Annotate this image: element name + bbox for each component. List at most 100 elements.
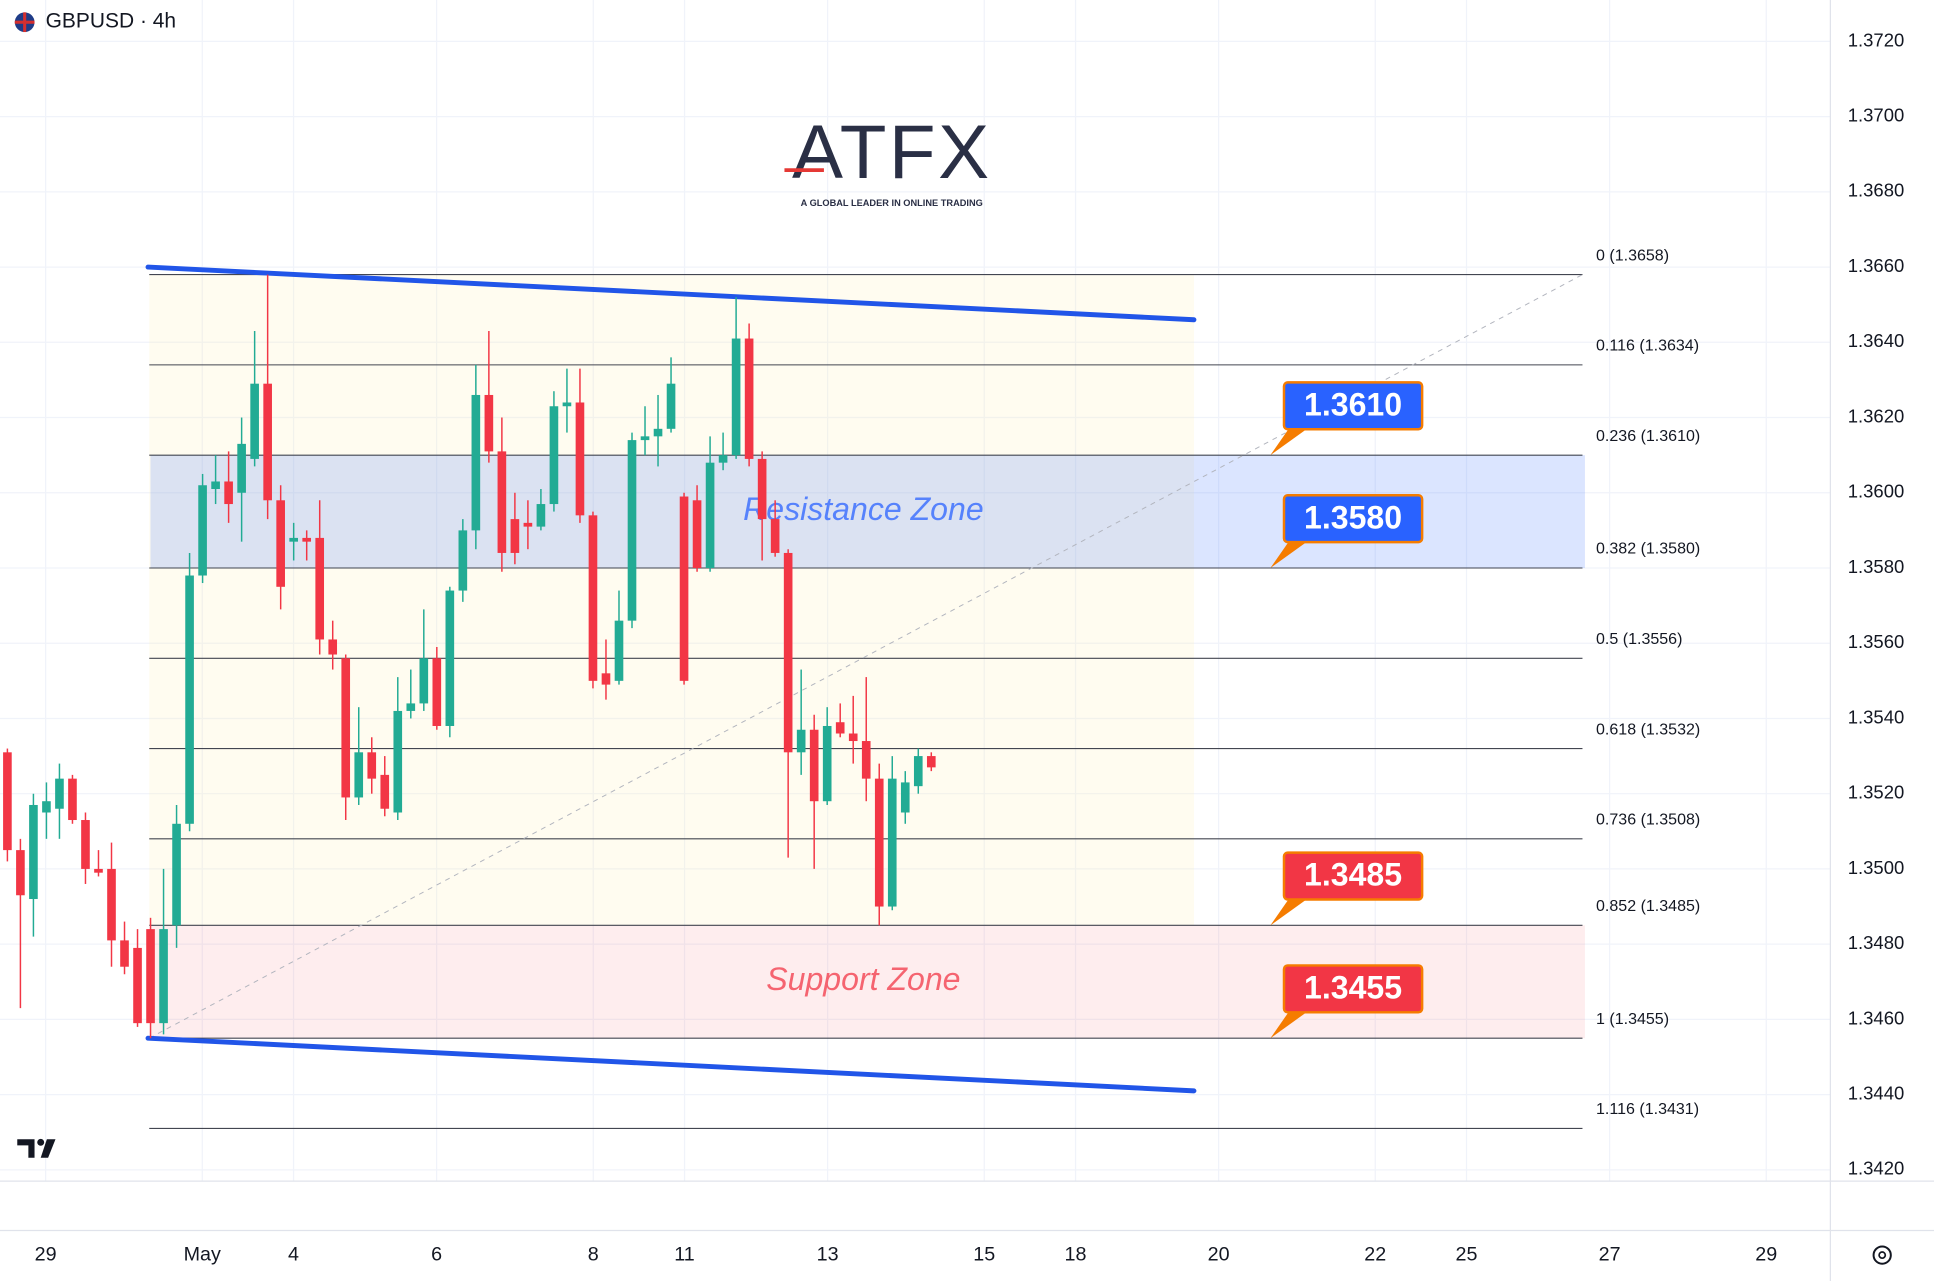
candle-body xyxy=(575,402,585,516)
y-tick-label: 1.3420 xyxy=(1848,1158,1905,1179)
candle-body xyxy=(484,394,494,452)
price-tag-pointer xyxy=(1270,539,1310,568)
candle-body xyxy=(523,522,533,527)
candle-body xyxy=(211,481,220,490)
candle-body xyxy=(315,537,325,640)
x-tick-label: 29 xyxy=(1755,1243,1777,1265)
candle-body xyxy=(224,481,233,505)
candle-body xyxy=(250,383,259,459)
fib-label: 0.852 (1.3485) xyxy=(1596,897,1700,915)
y-tick-label: 1.3620 xyxy=(1848,405,1905,426)
candle-body xyxy=(705,462,715,568)
candle-body xyxy=(731,338,741,456)
fib-label: 1 (1.3455) xyxy=(1596,1010,1669,1028)
candle-body xyxy=(510,519,520,553)
candle-body xyxy=(29,804,38,900)
candle-body xyxy=(679,496,689,681)
candle-body xyxy=(848,733,858,742)
price-tag-box xyxy=(1282,964,1424,1014)
candle-body xyxy=(133,947,142,1024)
candle-body xyxy=(94,868,103,873)
candle-body xyxy=(68,778,77,821)
fib-label: 0.236 (1.3610) xyxy=(1596,427,1700,445)
fib-label: 0 (1.3658) xyxy=(1596,246,1669,264)
candle-body xyxy=(432,658,442,726)
candle-body xyxy=(328,639,338,655)
y-tick-label: 1.3560 xyxy=(1848,631,1905,652)
y-tick-label: 1.3720 xyxy=(1848,29,1905,50)
candle-body xyxy=(562,402,572,407)
x-tick-label: May xyxy=(184,1243,221,1265)
y-tick-label: 1.3520 xyxy=(1848,782,1905,803)
candle-body xyxy=(549,406,559,505)
x-tick-label: 15 xyxy=(973,1243,995,1265)
settings-icon[interactable] xyxy=(1872,1245,1892,1265)
fib-label: 0.5 (1.3556) xyxy=(1596,630,1682,648)
trend-line xyxy=(145,264,1197,323)
candle-body xyxy=(614,620,624,681)
candle-body xyxy=(861,741,871,779)
candle-body xyxy=(198,485,207,576)
price-tag-box xyxy=(1282,851,1424,901)
candle-body xyxy=(159,929,168,1024)
candle-body xyxy=(406,703,416,711)
candle-body xyxy=(666,383,676,429)
candle-body xyxy=(419,658,429,704)
price-tag-label: 1.3485 xyxy=(1304,857,1402,893)
tradingview-logo xyxy=(17,1138,56,1158)
x-tick-label: 4 xyxy=(288,1243,299,1265)
y-tick-label: 1.3660 xyxy=(1848,255,1905,276)
fib-label: 0.382 (1.3580) xyxy=(1596,540,1700,558)
candle-body xyxy=(367,752,377,779)
candle-body xyxy=(887,778,897,907)
candle-body xyxy=(263,383,272,501)
candle-body xyxy=(718,455,728,463)
candle-body xyxy=(900,782,910,813)
y-tick-label: 1.3700 xyxy=(1848,105,1905,126)
price-tag-label: 1.3580 xyxy=(1304,499,1402,535)
candle-body xyxy=(783,552,793,753)
candle-body xyxy=(601,673,611,685)
candle-body xyxy=(16,850,25,896)
x-tick-label: 27 xyxy=(1599,1243,1621,1265)
candle-body xyxy=(822,725,832,802)
y-tick-label: 1.3500 xyxy=(1848,857,1905,878)
zone-label: Support Zone xyxy=(766,961,960,997)
candle-body xyxy=(926,756,936,768)
candle-body xyxy=(276,500,285,587)
symbol-title: GBPUSD · 4h xyxy=(46,10,176,33)
candle-body xyxy=(653,428,663,437)
y-tick-label: 1.3640 xyxy=(1848,330,1905,351)
candle-body xyxy=(770,519,780,553)
price-tag-label: 1.3610 xyxy=(1304,387,1402,423)
fib-label: 0.116 (1.3634) xyxy=(1596,337,1699,355)
candle-body xyxy=(796,729,806,753)
candle-body xyxy=(588,515,598,681)
x-tick-label: 25 xyxy=(1456,1243,1478,1265)
fib-label: 1.116 (1.3431) xyxy=(1596,1100,1699,1118)
x-tick-label: 11 xyxy=(674,1243,694,1265)
candle-body xyxy=(55,778,64,809)
candle-body xyxy=(341,658,351,798)
candle-body xyxy=(874,778,884,907)
y-tick-label: 1.3460 xyxy=(1848,1007,1905,1028)
candle-body xyxy=(289,537,298,542)
x-tick-label: 18 xyxy=(1065,1243,1087,1265)
candle-body xyxy=(146,929,155,1024)
y-tick-label: 1.3540 xyxy=(1848,706,1905,727)
x-tick-label: 29 xyxy=(35,1243,57,1265)
trend-line xyxy=(145,1035,1197,1094)
candle-body xyxy=(744,338,754,459)
price-tag-pointer xyxy=(1270,426,1310,456)
candle-body xyxy=(913,756,923,787)
fib-label: 0.618 (1.3532) xyxy=(1596,720,1700,738)
logo-tagline: A GLOBAL LEADER IN ONLINE TRADING xyxy=(801,198,983,208)
candle-body xyxy=(120,940,129,967)
logo: ATFX A GLOBAL LEADER IN ONLINE TRADING xyxy=(784,110,992,208)
candle-body xyxy=(380,774,390,809)
zone-label: Resistance Zone xyxy=(743,491,984,527)
candle-body xyxy=(471,394,481,531)
logo-name: ATFX xyxy=(792,110,992,195)
x-tick-label: 22 xyxy=(1364,1243,1386,1265)
price-tag-label: 1.3455 xyxy=(1304,970,1402,1006)
